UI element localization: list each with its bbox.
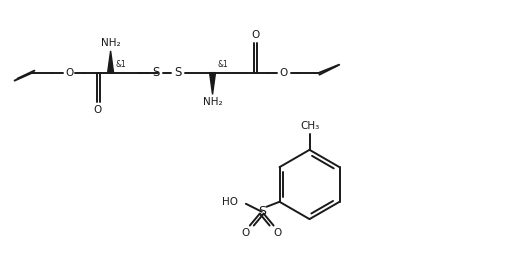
Text: &1: &1 [115,60,126,69]
Polygon shape [210,73,215,94]
Text: O: O [65,68,73,78]
Polygon shape [108,51,114,73]
Text: HO: HO [222,197,238,207]
Text: S: S [174,66,182,79]
Text: NH₂: NH₂ [101,38,120,48]
Text: O: O [280,68,288,78]
Text: &1: &1 [217,60,228,69]
Text: O: O [274,228,281,239]
Text: O: O [242,228,250,239]
Text: S: S [258,205,266,218]
Text: O: O [251,30,259,40]
Text: S: S [153,66,160,79]
Text: O: O [93,105,102,115]
Text: CH₃: CH₃ [300,121,319,131]
Text: NH₂: NH₂ [203,97,222,107]
